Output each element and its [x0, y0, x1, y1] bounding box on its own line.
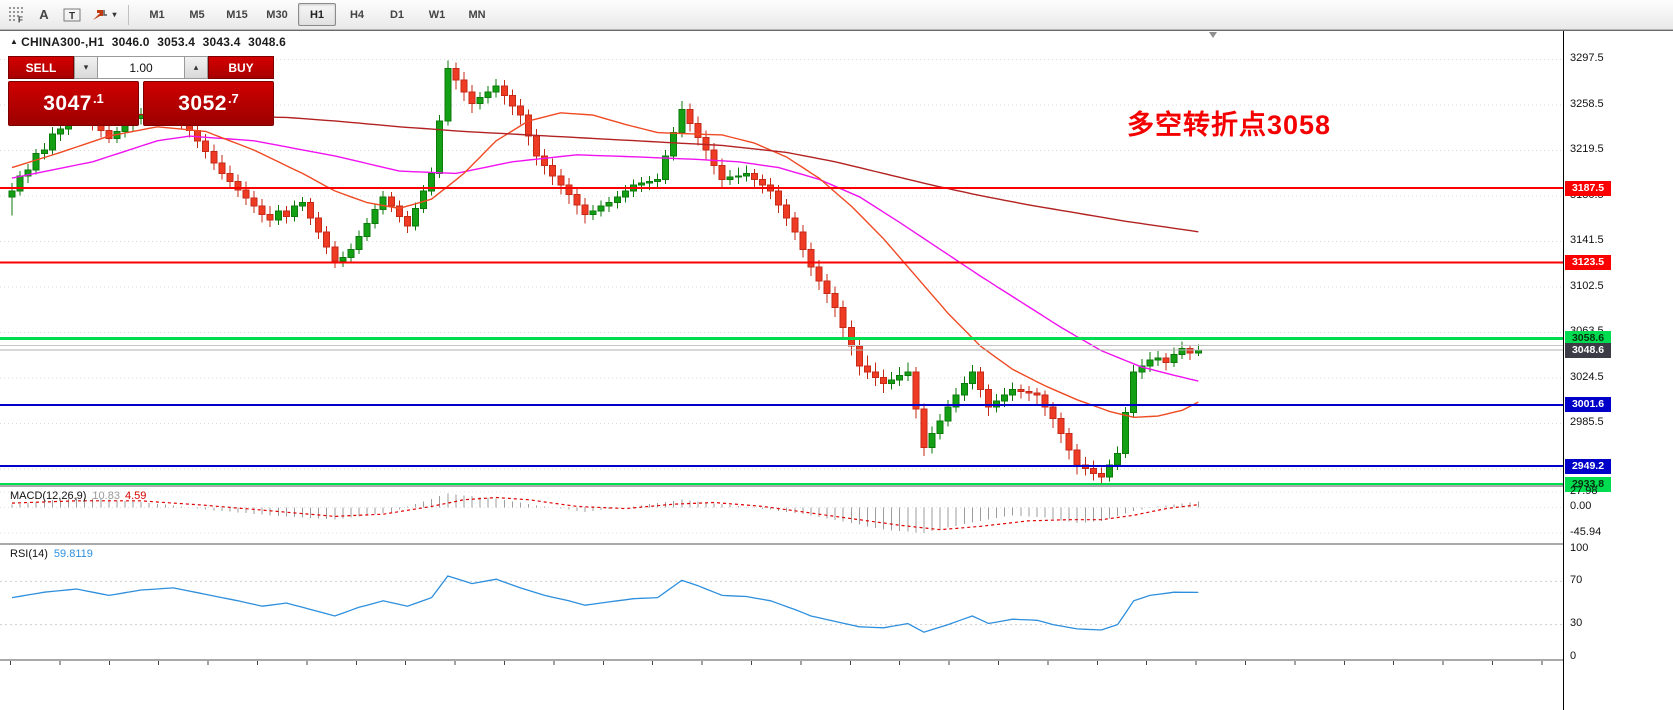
- price-axis-label: 3102.5: [1570, 279, 1604, 292]
- grid-icon[interactable]: F: [3, 3, 29, 27]
- chart-annotation-text: 多空转折点3058: [1127, 110, 1332, 140]
- price-axis-label: 2985.5: [1570, 416, 1604, 429]
- price-level-badge: 3123.5: [1565, 255, 1611, 271]
- buy-price-frac: .7: [227, 91, 239, 106]
- svg-text:T: T: [69, 11, 75, 22]
- timeframe-button-MN[interactable]: MN: [468, 8, 486, 21]
- arrows-tool-icon-glyph: [93, 9, 108, 20]
- price-level-badge: 3001.6: [1565, 397, 1611, 413]
- close-value: 3048.6: [248, 35, 287, 49]
- ma-fast-orange: [11, 112, 1199, 419]
- macd-title: MACD(12,26,9): [10, 490, 87, 502]
- rsi-indicator-label: RSI(14) 59.8119: [10, 548, 93, 560]
- price-axis-label: 70: [1570, 573, 1583, 586]
- arrows-tool-icon[interactable]: ▾: [87, 3, 121, 27]
- volume-increase-button[interactable]: ▴: [184, 56, 208, 79]
- window-marker-icon: ▲: [10, 37, 19, 46]
- price-axis-label: 3258.5: [1570, 97, 1604, 110]
- buy-price-box[interactable]: 3052.7: [143, 81, 274, 126]
- price-axis-label: 3219.5: [1570, 143, 1604, 156]
- pane-splitter-macd[interactable]: [0, 485, 1673, 487]
- buy-price-main: 3052: [178, 91, 227, 115]
- macd-signal-value: 4.59: [124, 490, 147, 502]
- text-box-icon[interactable]: T: [59, 3, 85, 27]
- timeframe-button-H1[interactable]: H1: [298, 3, 336, 26]
- rsi-title: RSI(14): [10, 548, 48, 560]
- price-level-badge: 3058.6: [1565, 330, 1611, 346]
- macd-signal-line: [11, 496, 1199, 531]
- price-level-badge: 2949.2: [1565, 458, 1611, 474]
- toolbar-separator: [128, 4, 129, 25]
- ma-magenta: [11, 135, 1199, 382]
- low-value: 3043.4: [202, 35, 241, 49]
- timeframe-bar: M1 M5 M15 M30 H1 H4 D1 W1 MN: [137, 3, 497, 26]
- toolbar: F A T ▾ M1 M5 M15 M30 H1 H4 D1 W1 MN: [0, 0, 1673, 30]
- timeframe-button-W1[interactable]: W1: [428, 8, 446, 21]
- pane-splitter-rsi[interactable]: [0, 543, 1673, 545]
- rsi-subchart[interactable]: [0, 545, 1563, 661]
- macd-subchart[interactable]: [0, 487, 1563, 545]
- chevron-down-icon: ▾: [112, 10, 117, 19]
- price-axis-label: 3024.5: [1570, 370, 1604, 383]
- sell-price-frac: .1: [92, 91, 104, 106]
- sell-price-main: 3047: [43, 91, 92, 115]
- volume-input[interactable]: [98, 56, 184, 79]
- price-axis-label: 30: [1570, 617, 1583, 630]
- one-click-trade-panel: SELL ▾ ▴ BUY 3047.1 3052.7: [8, 56, 274, 126]
- svg-text:F: F: [18, 16, 23, 24]
- high-value: 3053.4: [157, 35, 196, 49]
- chart-shift-marker[interactable]: [1209, 32, 1217, 38]
- price-level-badge: 3187.5: [1565, 180, 1611, 196]
- open-value: 3046.0: [111, 35, 150, 49]
- price-axis-label: 3141.5: [1570, 234, 1604, 247]
- price-axis-label: 0.00: [1570, 500, 1592, 512]
- macd-indicator-label: MACD(12,26,9) 10.83 4.59: [10, 490, 146, 502]
- price-level-badge: 2933.8: [1565, 476, 1611, 492]
- rsi-value: 59.8119: [53, 548, 93, 560]
- volume-decrease-button[interactable]: ▾: [74, 56, 98, 79]
- symbol-period-label: CHINA300-,H1: [21, 35, 105, 49]
- sell-button[interactable]: SELL: [8, 56, 74, 79]
- price-axis-label: -45.94: [1570, 525, 1602, 538]
- timeframe-button-M5[interactable]: M5: [189, 8, 205, 21]
- time-axis[interactable]: [0, 661, 1563, 710]
- timeframe-button-H4[interactable]: H4: [349, 8, 365, 21]
- sell-price-box[interactable]: 3047.1: [8, 81, 139, 126]
- timeframe-button-M1[interactable]: M1: [149, 8, 165, 21]
- macd-main-value: 10.83: [92, 490, 120, 502]
- chart-header: ▲ CHINA300-,H1 3046.0 3053.4 3043.4 3048.…: [10, 35, 290, 49]
- text-box-icon-glyph: T: [63, 8, 81, 22]
- text-label-icon[interactable]: A: [39, 7, 49, 22]
- price-axis-label: 100: [1570, 541, 1589, 554]
- timeframe-button-M15[interactable]: M15: [226, 8, 248, 21]
- price-axis[interactable]: 3297.53258.53219.53180.53141.53102.53063…: [1563, 31, 1673, 710]
- rsi-line: [11, 575, 1199, 633]
- price-axis-label: 0: [1570, 649, 1577, 662]
- timeframe-button-D1[interactable]: D1: [389, 8, 405, 21]
- price-axis-label: 3297.5: [1570, 52, 1604, 65]
- price-axis-label: 27.98: [1570, 484, 1598, 497]
- chart-top-border: [0, 30, 1673, 31]
- timeframe-button-M30[interactable]: M30: [266, 8, 288, 21]
- grid-icon-glyph: F: [8, 7, 23, 24]
- pane-splitter-timeaxis[interactable]: [0, 659, 1673, 661]
- price-level-badge: 3048.6: [1565, 342, 1611, 358]
- buy-button[interactable]: BUY: [208, 56, 274, 79]
